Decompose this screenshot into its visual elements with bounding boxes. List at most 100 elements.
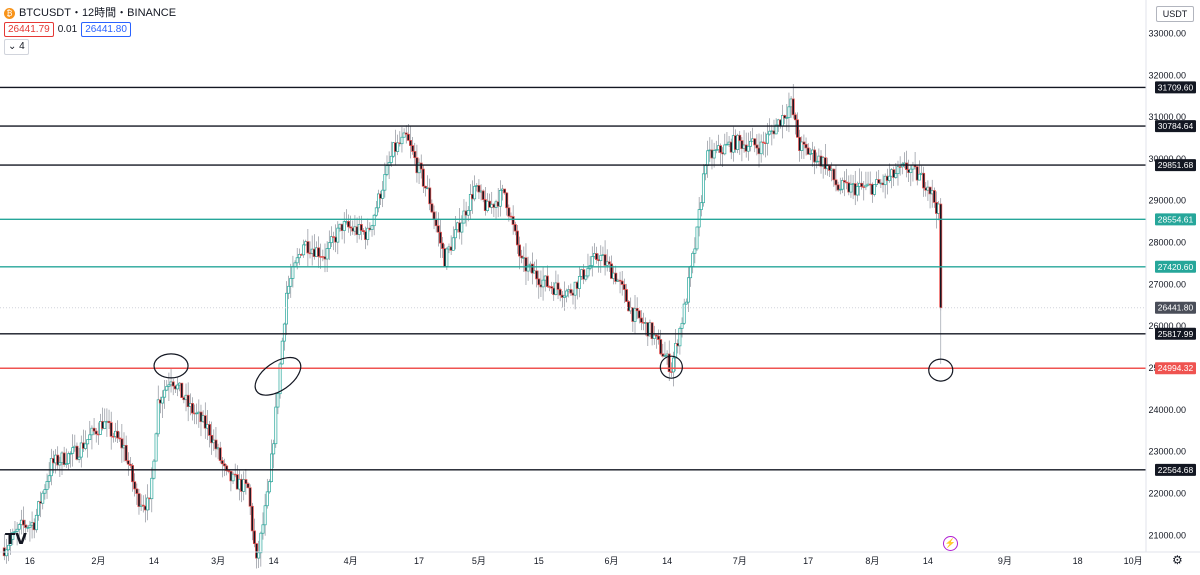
candle-up (276, 393, 280, 408)
candle-down (135, 488, 139, 494)
candle-up (161, 396, 164, 404)
candle-down (317, 247, 321, 257)
ellipse-annotation[interactable] (928, 358, 954, 382)
level-label-box (1155, 120, 1196, 133)
candle-down (654, 334, 658, 337)
candle-down (614, 272, 618, 282)
candle-up (11, 531, 15, 540)
candle-down (210, 435, 214, 444)
candle-down (791, 98, 795, 116)
candle-up (327, 242, 331, 249)
candle-up (325, 248, 329, 260)
candle-up (402, 132, 406, 138)
candle-up (336, 227, 340, 243)
candle-up (693, 248, 697, 254)
candle-down (755, 144, 759, 149)
ellipse-annotation[interactable] (153, 353, 189, 379)
candle-down (126, 460, 130, 465)
candle-down (171, 381, 175, 387)
bitcoin-icon: ₿ (4, 7, 15, 19)
candle-down (659, 339, 663, 355)
candle-up (64, 463, 68, 465)
candle-up (154, 433, 158, 462)
level-label: 25817.99 (1158, 329, 1194, 339)
candle-down (349, 226, 353, 229)
candle-up (599, 255, 603, 262)
candle-down (639, 317, 643, 323)
candle-down (22, 519, 25, 526)
symbol-title[interactable]: BTCUSDT・12時間・BINANCE (19, 7, 177, 19)
candle-up (150, 477, 154, 500)
candle-up (712, 150, 716, 159)
candle-down (214, 439, 218, 450)
candle-up (274, 406, 278, 445)
candle-up (652, 334, 656, 339)
tradingview-logo[interactable]: 𝗧𝗩 (5, 531, 27, 548)
candle-down (783, 115, 787, 119)
candle-down (625, 289, 628, 302)
ask-price[interactable]: 26441.80 (81, 22, 131, 37)
level-label-box (1155, 362, 1196, 375)
candle-up (849, 183, 853, 193)
ellipse-annotations[interactable] (153, 350, 954, 403)
candle-up (342, 221, 346, 232)
time-axis[interactable]: 16 2月 14 3月 14 4月 17 5月 15 6月 14 7月 17 8月 14 9月 18 10月 (25, 556, 1143, 566)
current-price-box (1155, 301, 1196, 314)
candle-up (71, 447, 75, 454)
candle-up (41, 492, 45, 504)
candle-up (156, 399, 160, 435)
candle-up (49, 458, 53, 477)
candle-up (887, 175, 891, 181)
x-tick-label: 2月 (91, 556, 105, 566)
candle-down (477, 185, 481, 193)
candle-up (265, 491, 269, 507)
candle-down (507, 207, 511, 217)
candle-up (774, 124, 778, 135)
gear-icon[interactable]: ⚙ (1172, 553, 1183, 567)
candle-up (815, 160, 819, 163)
candle-up (163, 389, 167, 398)
x-tick-label: 9月 (998, 556, 1012, 566)
candle-down (657, 335, 660, 340)
candle-up (808, 153, 812, 155)
lightning-icon[interactable]: ⚡ (943, 536, 958, 551)
candle-up (840, 180, 844, 190)
candle-down (438, 231, 442, 244)
level-price-labels: 31709.60 30784.64 29851.68 28554.61 27420.60… (1155, 81, 1196, 476)
candle-up (680, 322, 684, 329)
x-tick-label: 17 (803, 556, 813, 566)
candle-up (498, 189, 502, 207)
candle-down (250, 505, 254, 532)
candle-down (719, 145, 722, 153)
indicator-toggle[interactable]: ⌄ 4 (4, 39, 29, 55)
candle-down (845, 181, 849, 184)
candle-down (877, 179, 881, 184)
currency-selector[interactable]: USDT (1156, 6, 1194, 22)
candle-up (270, 453, 273, 482)
level-label: 28554.61 (1158, 214, 1194, 224)
candle-down (667, 353, 671, 372)
candle-up (697, 209, 701, 228)
candle-up (302, 244, 306, 256)
candle-down (836, 184, 840, 191)
level-label: 30784.64 (1158, 121, 1194, 131)
x-tick-label: 5月 (472, 556, 486, 566)
candle-down (569, 289, 573, 294)
candle-up (372, 214, 376, 227)
ellipse-annotation[interactable] (659, 355, 683, 379)
candle-down (225, 465, 229, 472)
ellipse-annotation[interactable] (249, 350, 308, 403)
bid-price[interactable]: 26441.79 (4, 22, 54, 37)
x-tick-label: 17 (414, 556, 424, 566)
horizontal-levels[interactable] (0, 86, 1146, 471)
candle-up (590, 256, 594, 266)
candle-down (362, 230, 365, 233)
level-label: 29851.68 (1158, 160, 1194, 170)
candle-up (257, 552, 261, 559)
candle-down (618, 279, 622, 282)
candle-down (627, 301, 631, 312)
x-tick-label: 16 (25, 556, 35, 566)
candle-down (107, 420, 111, 424)
